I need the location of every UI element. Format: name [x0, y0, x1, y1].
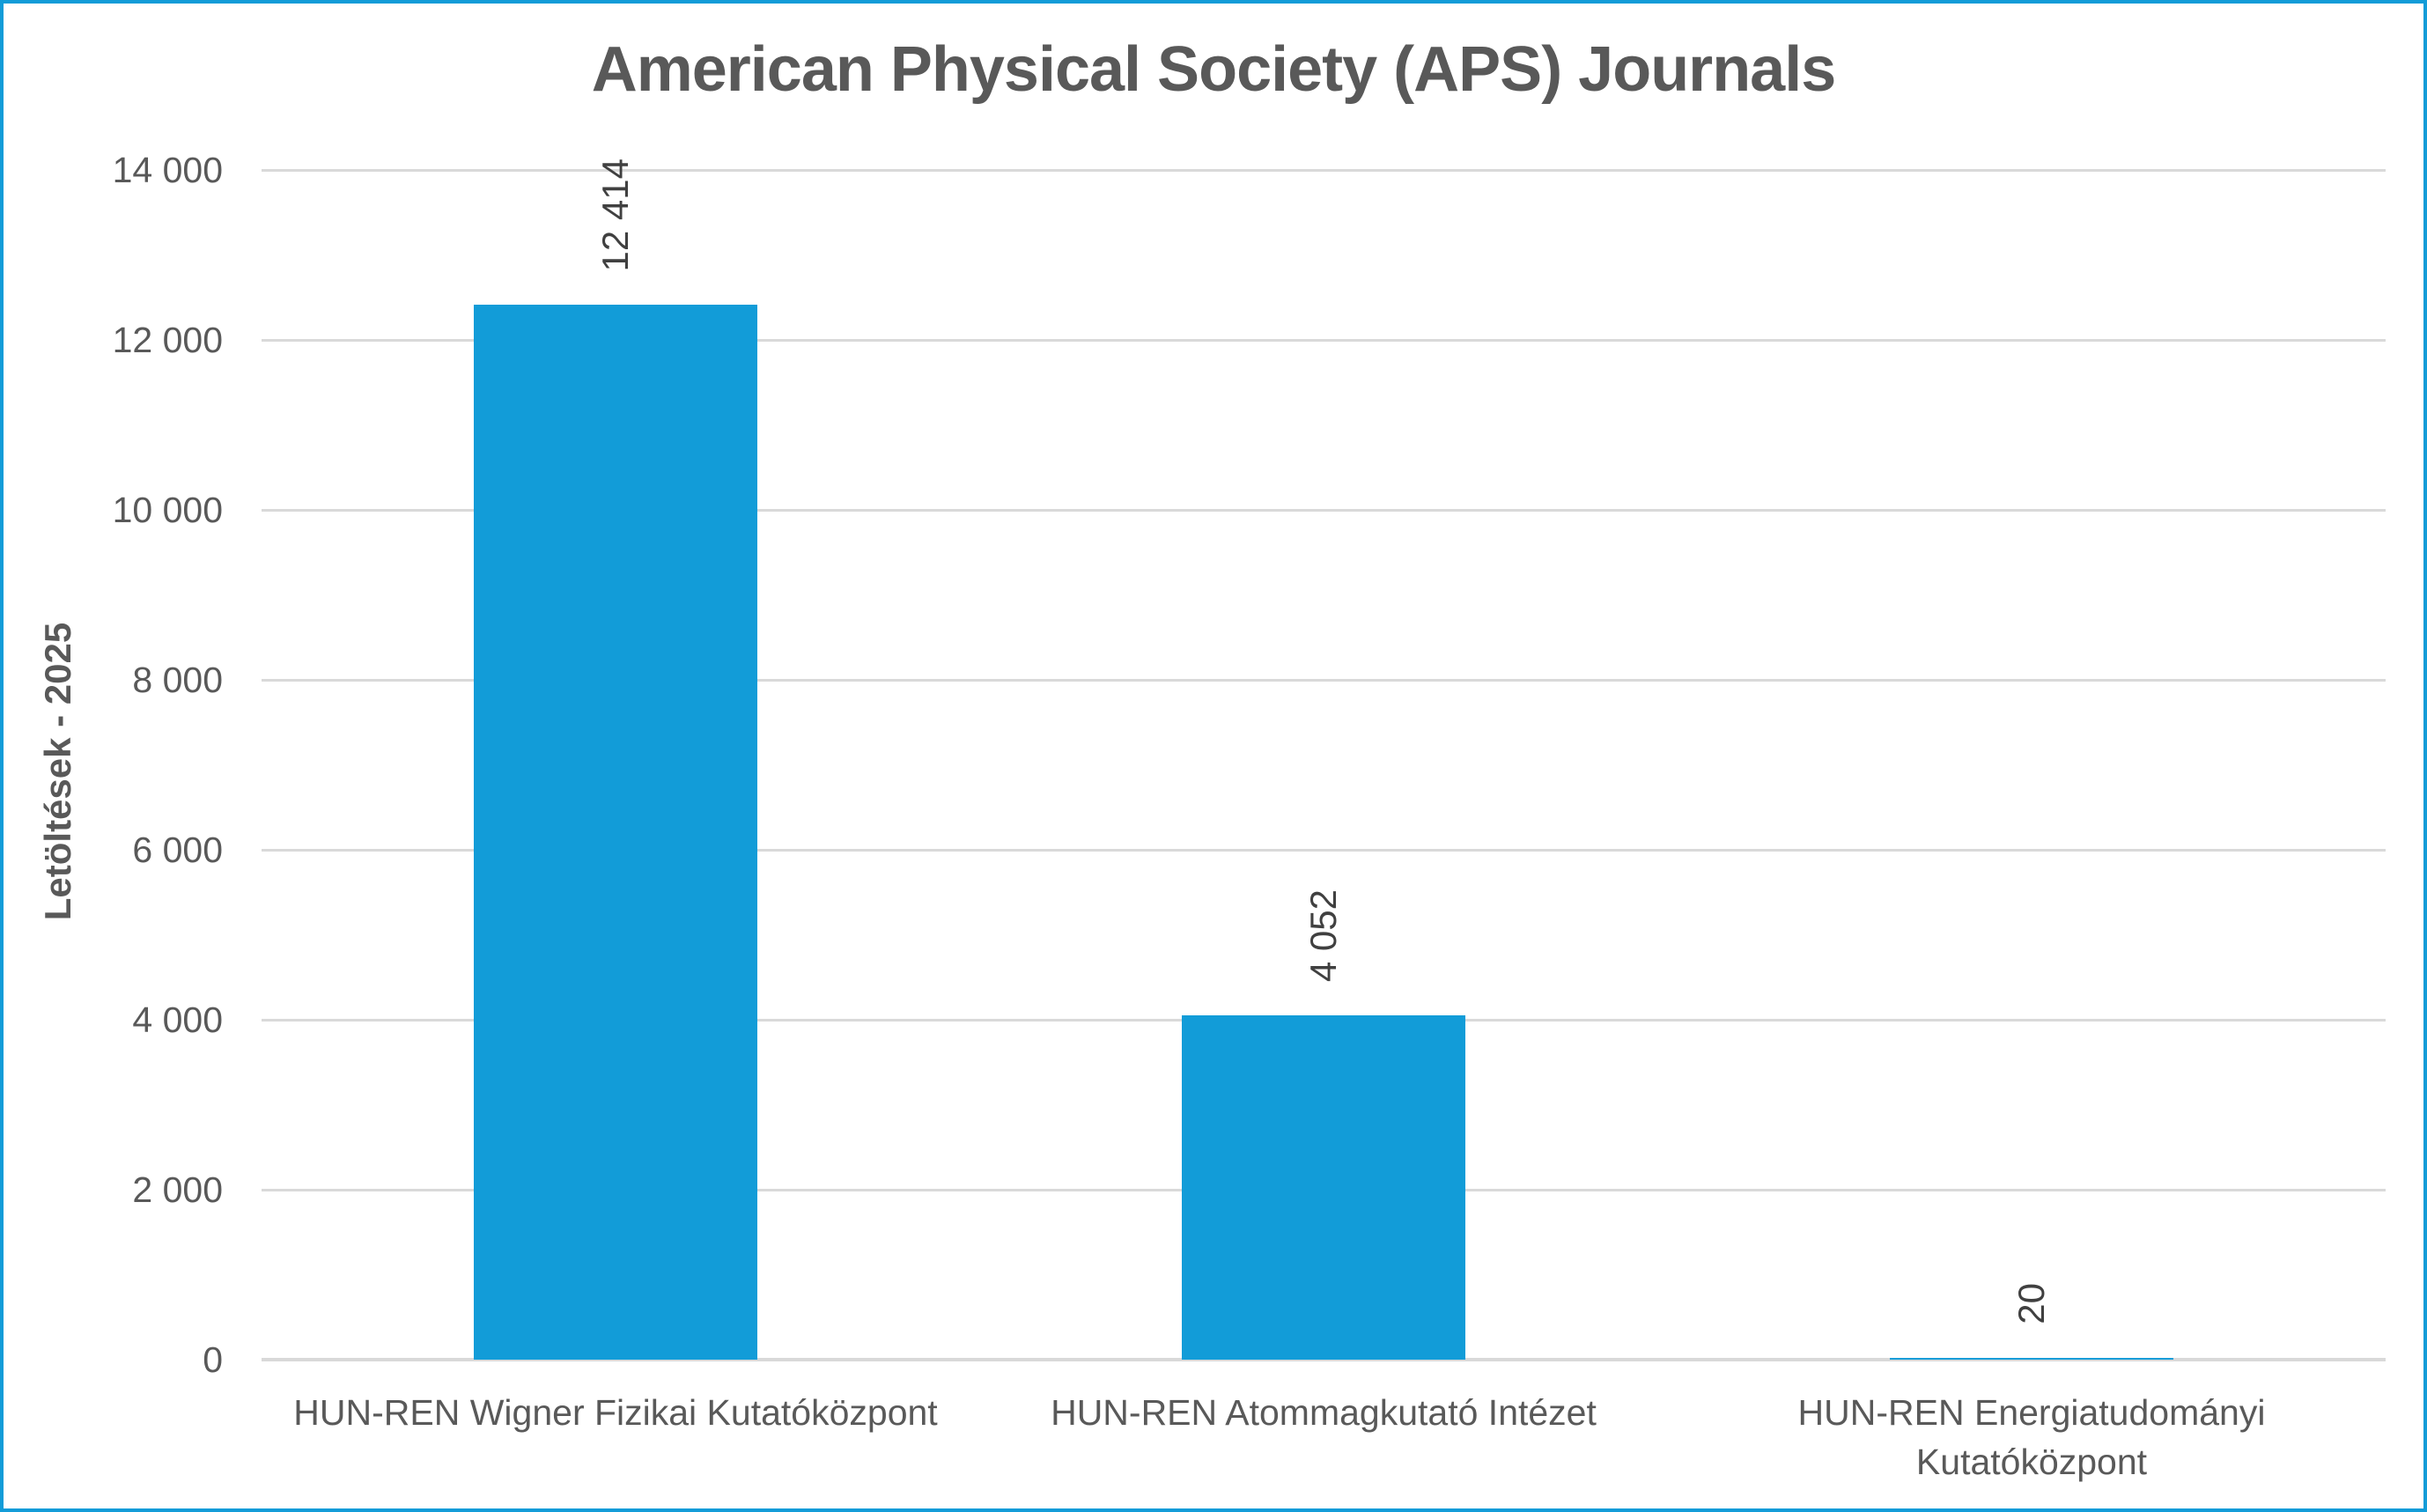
x-axis-category-label: HUN-REN Energiatudományi Kutatóközpont [1797, 1392, 2266, 1482]
bar [1890, 1358, 2173, 1360]
x-axis-line [262, 1358, 2386, 1361]
bar [1182, 1015, 1465, 1360]
bar-value-label: 20 [2010, 1283, 2052, 1324]
y-axis-tick-label: 14 000 [112, 150, 223, 190]
y-axis-tick-label: 0 [203, 1339, 223, 1380]
bar-value-label: 12 414 [594, 158, 636, 271]
bar [474, 305, 757, 1360]
gridline [262, 849, 2386, 852]
y-axis-tick-label: 2 000 [132, 1169, 223, 1210]
y-axis-tick-label: 8 000 [132, 660, 223, 700]
y-axis-tick-label: 6 000 [132, 830, 223, 870]
x-axis-category-label: HUN-REN Atommagkutató Intézet [1051, 1392, 1597, 1433]
gridline [262, 339, 2386, 342]
gridline [262, 509, 2386, 512]
y-axis-tick-label: 4 000 [132, 999, 223, 1040]
bar-value-label: 4 052 [1302, 889, 1344, 982]
gridline [262, 679, 2386, 682]
x-axis-category-label: HUN-REN Wigner Fizikai Kutatóközpont [293, 1392, 938, 1433]
chart-title: American Physical Society (APS) Journals [591, 34, 1837, 105]
y-axis-tick-label: 10 000 [112, 490, 223, 530]
y-axis-tick-label: 12 000 [112, 320, 223, 360]
gridline [262, 169, 2386, 172]
